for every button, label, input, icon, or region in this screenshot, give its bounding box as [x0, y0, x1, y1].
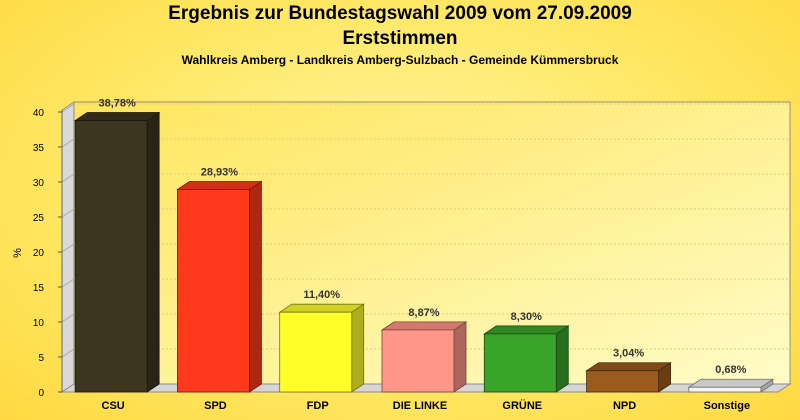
gridline-side	[61, 208, 75, 218]
bar-value-label: 8,87%	[408, 307, 439, 319]
y-tick-label: 40	[33, 108, 45, 119]
y-tick-label: 15	[33, 283, 45, 294]
gridline-side	[61, 243, 75, 253]
bar-top-face	[585, 362, 672, 372]
chart-title: Ergebnis zur Bundestagswahl 2009 vom 27.…	[168, 3, 632, 24]
bar-spd	[176, 180, 263, 393]
y-tick-label: 35	[33, 143, 45, 154]
bar-die-linke	[380, 321, 468, 393]
bar-value-label: 11,40%	[303, 289, 340, 301]
bar-front-face	[586, 370, 659, 393]
chart-title-line2: Erststimmen	[342, 28, 458, 49]
y-axis-label: %	[12, 248, 24, 258]
x-tick-label: SPD	[204, 400, 227, 412]
bar-fdp	[278, 303, 366, 393]
bar-front-face	[381, 329, 455, 393]
x-tick-label: Sonstige	[704, 400, 750, 412]
bar-top-face	[380, 321, 468, 331]
x-tick-label: GRÜNE	[502, 399, 542, 412]
bar-front-face	[483, 333, 557, 393]
chart-subtitle: Wahlkreis Amberg - Landkreis Amberg-Sulz…	[181, 53, 619, 67]
gridline-side	[61, 138, 75, 148]
bar-top-face	[176, 181, 263, 190]
y-tick-label: 10	[33, 318, 45, 329]
bar-top-face	[687, 378, 775, 388]
bar-sonstige	[687, 378, 775, 393]
bar-front-face	[177, 189, 250, 393]
bar-top-face	[278, 303, 366, 313]
bar-side-face	[555, 325, 569, 393]
y-tick-label: 20	[33, 248, 45, 259]
bar-npd	[585, 361, 672, 393]
gridline-side	[61, 278, 75, 288]
bar-value-label: 8,30%	[511, 311, 542, 323]
x-tick-label: FDP	[307, 400, 329, 412]
y-tick-label: 25	[33, 213, 45, 224]
x-tick-label: CSU	[102, 400, 125, 412]
bar-front-face	[688, 386, 762, 393]
bar-front-face	[74, 120, 148, 393]
bar-value-label: 28,93%	[201, 166, 239, 178]
y-tick-label: 0	[38, 388, 44, 399]
x-tick-label: NPD	[613, 400, 636, 412]
x-tick-label: DIE LINKE	[393, 400, 447, 412]
gridline-side	[61, 173, 75, 183]
bar-value-label: 3,04%	[613, 348, 644, 360]
y-tick-label: 5	[38, 353, 44, 364]
gridline-side	[61, 103, 75, 113]
bar-side-face	[146, 111, 160, 393]
y-tick-label: 30	[33, 178, 45, 189]
bar-top-face	[482, 325, 570, 335]
bar-gr-ne	[482, 325, 570, 393]
bar-top-face	[73, 112, 161, 121]
bar-value-label: 0,68%	[715, 364, 746, 376]
gridline-side	[61, 313, 75, 323]
bar-csu	[73, 111, 161, 393]
bar-side-face	[351, 303, 365, 393]
bar-value-label: 38,78%	[98, 98, 136, 110]
bar-side-face	[453, 321, 467, 393]
bar-front-face	[279, 311, 353, 393]
bar-side-face	[249, 180, 262, 393]
gridline-side	[61, 348, 75, 358]
